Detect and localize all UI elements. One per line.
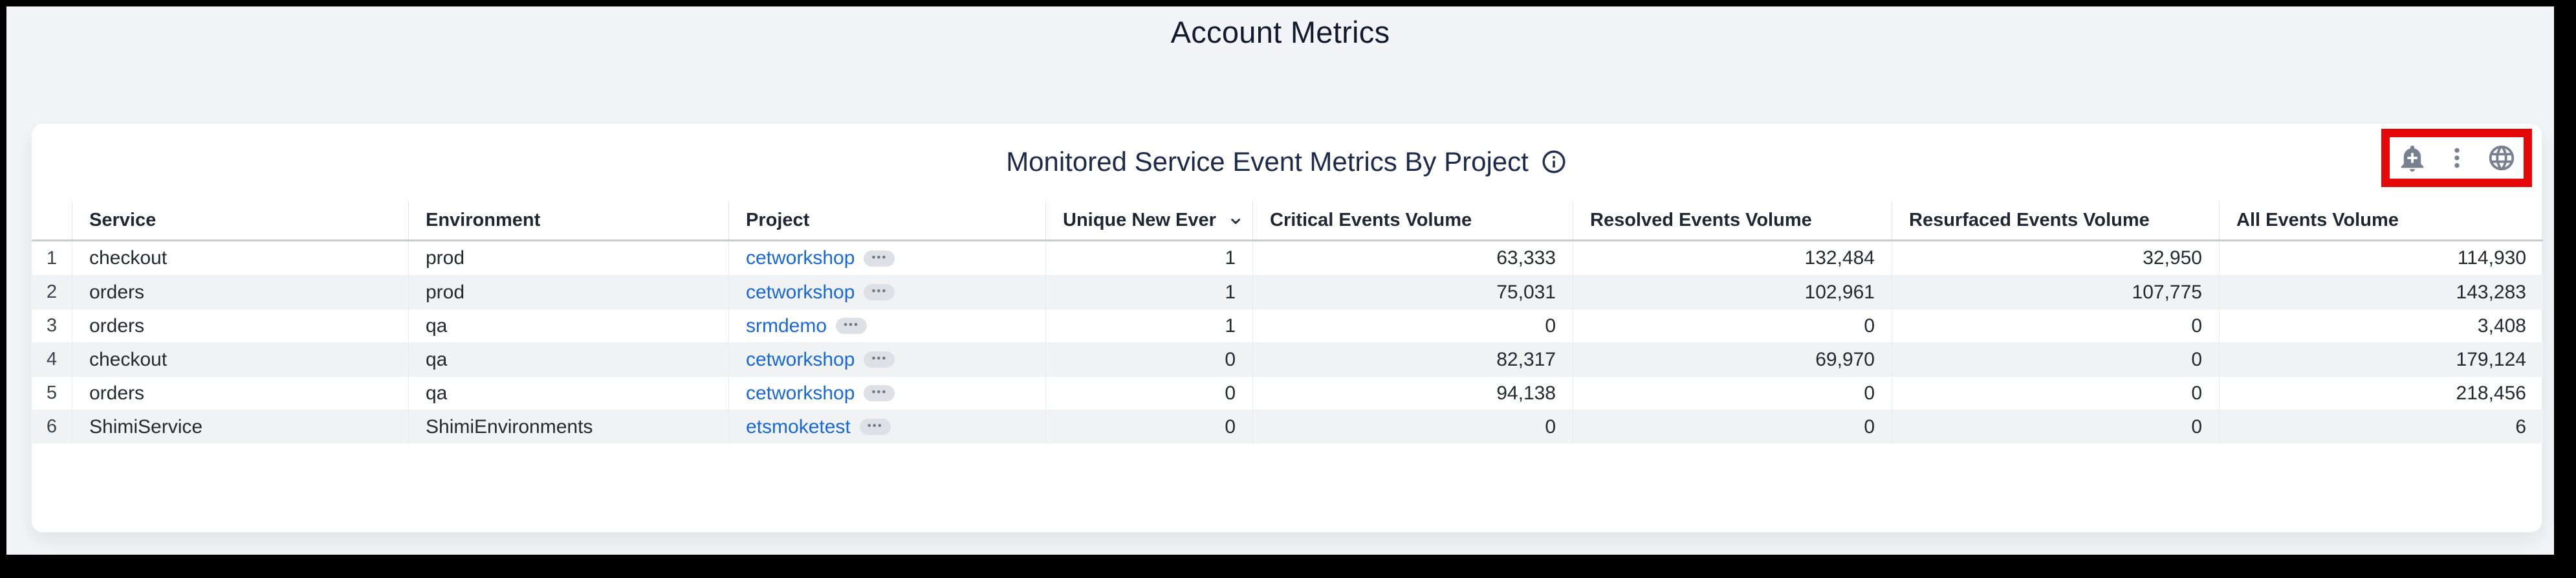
globe-icon[interactable] bbox=[2487, 143, 2516, 173]
cell-resolved-events: 132,484 bbox=[1573, 241, 1892, 275]
project-overflow-pill[interactable]: ••• bbox=[859, 419, 891, 435]
project-link[interactable]: cetworkshop bbox=[746, 382, 855, 404]
cell-service: orders bbox=[72, 377, 408, 410]
cell-critical-events: 94,138 bbox=[1252, 377, 1573, 410]
cell-project: cetworkshop ••• bbox=[728, 343, 1045, 376]
panel-header: Monitored Service Event Metrics By Proje… bbox=[32, 124, 2542, 200]
cell-all-events: 3,408 bbox=[2219, 309, 2543, 342]
dashboard-page: Account Metrics Monitored Service Event … bbox=[6, 6, 2554, 555]
project-overflow-pill[interactable]: ••• bbox=[864, 250, 895, 267]
cell-resurfaced-events: 0 bbox=[1892, 343, 2219, 376]
info-icon[interactable] bbox=[1540, 148, 1567, 175]
cell-service: orders bbox=[72, 276, 408, 309]
project-link[interactable]: etsmoketest bbox=[746, 416, 851, 438]
metrics-panel: Monitored Service Event Metrics By Proje… bbox=[31, 123, 2543, 533]
row-number: 5 bbox=[46, 383, 58, 403]
page-title: Account Metrics bbox=[1170, 15, 1390, 49]
cell-environment: ShimiEnvironments bbox=[408, 410, 728, 443]
cell-environment: qa bbox=[408, 343, 728, 376]
cell-service: ShimiService bbox=[72, 410, 408, 443]
col-header-critical-events[interactable]: Critical Events Volume bbox=[1252, 201, 1573, 239]
cell-resurfaced-events: 0 bbox=[1892, 309, 2219, 342]
project-link[interactable]: cetworkshop bbox=[746, 348, 855, 370]
table-body: 1 checkout prod cetworkshop ••• 1 63,333… bbox=[32, 241, 2543, 443]
cell-critical-events: 75,031 bbox=[1252, 276, 1573, 309]
cell-project: cetworkshop ••• bbox=[728, 241, 1045, 275]
cell-project: etsmoketest ••• bbox=[728, 410, 1045, 443]
cell-resurfaced-events: 107,775 bbox=[1892, 276, 2219, 309]
col-header-project[interactable]: Project bbox=[728, 201, 1045, 239]
cell-service: checkout bbox=[72, 343, 408, 376]
row-number: 1 bbox=[46, 247, 58, 269]
cell-critical-events: 0 bbox=[1252, 309, 1573, 342]
cell-resurfaced-events: 0 bbox=[1892, 377, 2219, 410]
panel-toolbar bbox=[2397, 143, 2516, 173]
table-row: 1 checkout prod cetworkshop ••• 1 63,333… bbox=[32, 241, 2543, 275]
project-overflow-pill[interactable]: ••• bbox=[864, 284, 895, 300]
project-link[interactable]: srmdemo bbox=[746, 315, 827, 337]
cell-all-events: 179,124 bbox=[2219, 343, 2543, 376]
project-overflow-pill[interactable]: ••• bbox=[864, 351, 895, 368]
cell-critical-events: 82,317 bbox=[1252, 343, 1573, 376]
metrics-table: Service Environment Project Unique New E… bbox=[32, 201, 2543, 443]
table-row: 5 orders qa cetworkshop ••• 0 94,138 0 0… bbox=[32, 376, 2543, 410]
cell-environment: prod bbox=[408, 276, 728, 309]
cell-unique-new-events: 1 bbox=[1045, 241, 1252, 275]
cell-project: cetworkshop ••• bbox=[728, 276, 1045, 309]
table-row: 4 checkout qa cetworkshop ••• 0 82,317 6… bbox=[32, 342, 2543, 376]
cell-unique-new-events: 0 bbox=[1045, 343, 1252, 376]
cell-environment: prod bbox=[408, 241, 728, 275]
cell-resurfaced-events: 32,950 bbox=[1892, 241, 2219, 275]
table-row: 3 orders qa srmdemo ••• 1 0 0 0 3,408 bbox=[32, 309, 2543, 342]
cell-critical-events: 0 bbox=[1252, 410, 1573, 443]
cell-resolved-events: 102,961 bbox=[1573, 276, 1892, 309]
table-row: 2 orders prod cetworkshop ••• 1 75,031 1… bbox=[32, 275, 2543, 309]
col-header-resolved-events[interactable]: Resolved Events Volume bbox=[1573, 201, 1892, 239]
project-link[interactable]: cetworkshop bbox=[746, 281, 855, 303]
col-header-environment[interactable]: Environment bbox=[408, 201, 728, 239]
cell-resolved-events: 0 bbox=[1573, 377, 1892, 410]
cell-all-events: 143,283 bbox=[2219, 276, 2543, 309]
project-link[interactable]: cetworkshop bbox=[746, 247, 855, 269]
kebab-menu-icon[interactable] bbox=[2444, 143, 2470, 173]
cell-project: srmdemo ••• bbox=[728, 309, 1045, 342]
cell-resolved-events: 0 bbox=[1573, 410, 1892, 443]
col-header-unique-new-events-label: Unique New Ever bbox=[1063, 210, 1216, 230]
cell-all-events: 114,930 bbox=[2219, 241, 2543, 275]
cell-environment: qa bbox=[408, 377, 728, 410]
cell-project: cetworkshop ••• bbox=[728, 377, 1045, 410]
col-header-rownum bbox=[32, 201, 72, 239]
row-number: 3 bbox=[46, 315, 58, 336]
col-header-all-events[interactable]: All Events Volume bbox=[2219, 201, 2543, 239]
cell-unique-new-events: 1 bbox=[1045, 309, 1252, 342]
cell-all-events: 6 bbox=[2219, 410, 2543, 443]
add-alert-icon[interactable] bbox=[2397, 143, 2427, 173]
cell-all-events: 218,456 bbox=[2219, 377, 2543, 410]
cell-resolved-events: 69,970 bbox=[1573, 343, 1892, 376]
cell-unique-new-events: 0 bbox=[1045, 410, 1252, 443]
row-number: 2 bbox=[46, 282, 58, 302]
cell-resurfaced-events: 0 bbox=[1892, 410, 2219, 443]
col-header-unique-new-events[interactable]: Unique New Ever ⌄ bbox=[1045, 201, 1252, 239]
cell-service: checkout bbox=[72, 241, 408, 275]
table-row: 6 ShimiService ShimiEnvironments etsmoke… bbox=[32, 410, 2543, 443]
project-overflow-pill[interactable]: ••• bbox=[864, 385, 895, 401]
cell-critical-events: 63,333 bbox=[1252, 241, 1573, 275]
cell-resolved-events: 0 bbox=[1573, 309, 1892, 342]
panel-title: Monitored Service Event Metrics By Proje… bbox=[1006, 146, 1529, 177]
table-header-row: Service Environment Project Unique New E… bbox=[32, 201, 2543, 241]
cell-unique-new-events: 1 bbox=[1045, 276, 1252, 309]
annotation-highlight-box bbox=[2381, 129, 2532, 187]
cell-service: orders bbox=[72, 309, 408, 342]
row-number: 4 bbox=[46, 349, 58, 370]
project-overflow-pill[interactable]: ••• bbox=[836, 318, 868, 334]
row-number: 6 bbox=[46, 416, 58, 437]
col-header-service[interactable]: Service bbox=[72, 201, 408, 239]
cell-environment: qa bbox=[408, 309, 728, 342]
cell-unique-new-events: 0 bbox=[1045, 377, 1252, 410]
col-header-resurfaced-events[interactable]: Resurfaced Events Volume bbox=[1892, 201, 2219, 239]
